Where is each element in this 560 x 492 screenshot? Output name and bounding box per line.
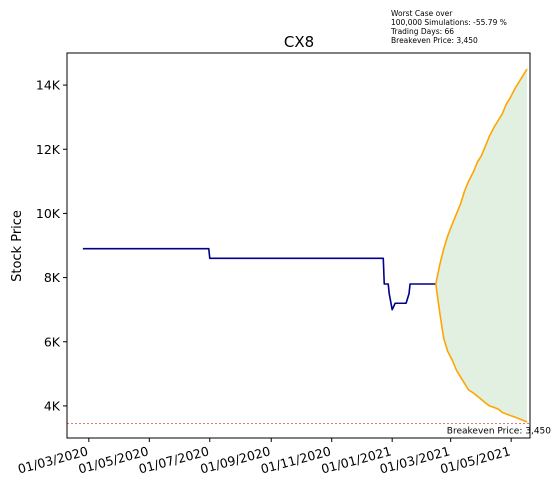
y-tick-label: 12K [36,142,61,157]
historical-price-line [83,249,436,310]
y-axis-label: Stock Price [10,210,25,282]
x-tick-label: 01/05/2021 [438,443,511,476]
chart-title: CX8 [284,33,314,51]
projection-range-band [436,69,527,422]
y-tick-label: 10K [36,206,61,221]
y-tick-label: 4K [44,398,61,413]
y-tick-label: 14K [36,78,61,93]
breakeven-label: Breakeven Price: 3,450 [447,427,551,437]
x-tick-label: 01/07/2020 [137,443,211,476]
y-tick-label: 6K [44,334,61,349]
y-tick-label: 8K [44,270,61,285]
